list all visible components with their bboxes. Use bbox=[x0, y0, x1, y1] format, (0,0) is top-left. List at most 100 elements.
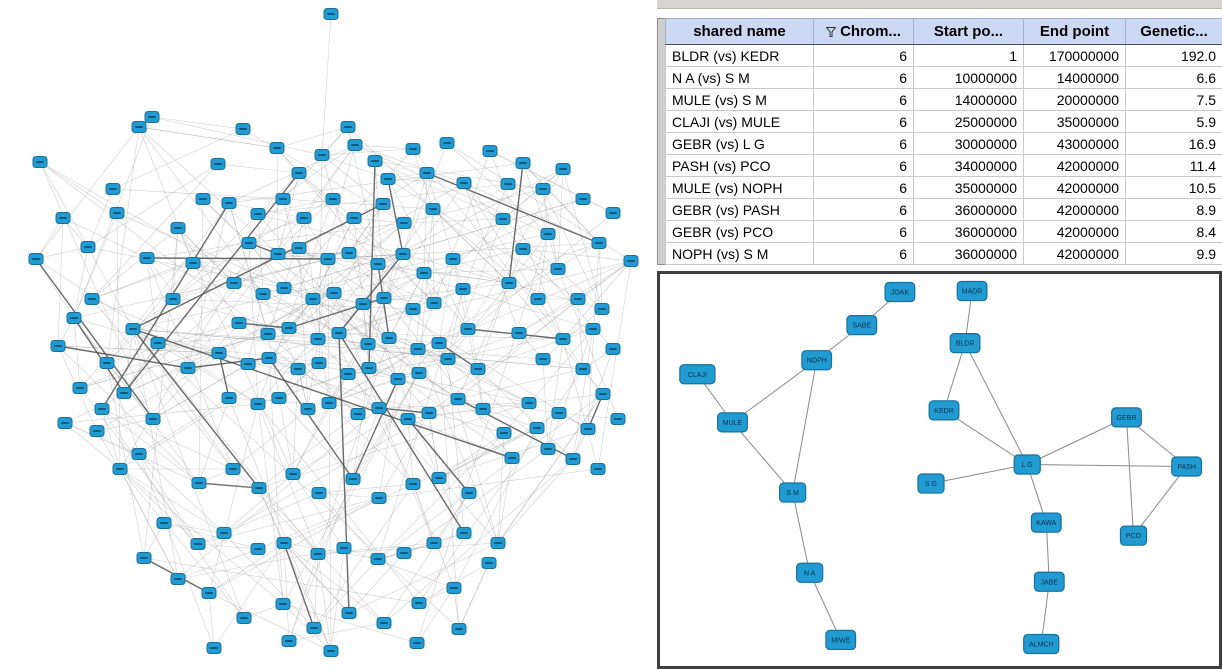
table-row[interactable]: N A (vs) S M 6 10000000 14000000 6.6 bbox=[665, 66, 1222, 89]
network-node[interactable] bbox=[1023, 633, 1060, 655]
network-node[interactable] bbox=[956, 280, 988, 302]
table-cell[interactable]: 9.9 bbox=[1125, 242, 1222, 265]
network-node[interactable] bbox=[679, 364, 716, 385]
table-cell[interactable]: 1 bbox=[913, 44, 1024, 67]
table-row[interactable]: GEBR (vs) PCO 6 36000000 42000000 8.4 bbox=[665, 220, 1222, 243]
table-cell[interactable]: 5.9 bbox=[1125, 110, 1222, 133]
network-edge bbox=[91, 262, 194, 300]
network-node-label: ALMCH bbox=[1029, 641, 1054, 648]
table-cell[interactable]: 34000000 bbox=[913, 154, 1024, 177]
table-cell[interactable]: 170000000 bbox=[1023, 44, 1126, 67]
table-cell[interactable]: 25000000 bbox=[913, 110, 1024, 133]
table-cell[interactable]: 36000000 bbox=[913, 198, 1024, 221]
overview-network-canvas[interactable] bbox=[0, 0, 650, 669]
table-row[interactable]: BLDR (vs) KEDR 6 1 170000000 192.0 bbox=[665, 44, 1222, 67]
table-cell[interactable]: 36000000 bbox=[913, 242, 1024, 265]
table-cell[interactable]: 6.6 bbox=[1125, 66, 1222, 89]
table-cell[interactable]: 6 bbox=[813, 44, 914, 67]
table-cell[interactable]: 14000000 bbox=[1023, 66, 1126, 89]
table-cell[interactable]: 35000000 bbox=[1023, 110, 1126, 133]
column-header-shared-name[interactable]: shared name bbox=[665, 18, 814, 45]
table-row[interactable]: MULE (vs) S M 6 14000000 20000000 7.5 bbox=[665, 88, 1222, 111]
network-node[interactable] bbox=[1013, 454, 1041, 475]
table-cell[interactable]: 192.0 bbox=[1125, 44, 1222, 67]
table-cell[interactable]: 6 bbox=[813, 154, 914, 177]
table-cell[interactable]: 36000000 bbox=[913, 220, 1024, 243]
table-cell[interactable]: 6 bbox=[813, 132, 914, 155]
table-row[interactable]: GEBR (vs) L G 6 30000000 43000000 16.9 bbox=[665, 132, 1222, 155]
table-cell[interactable]: 8.9 bbox=[1125, 198, 1222, 221]
table-cell[interactable]: N A (vs) S M bbox=[665, 66, 814, 89]
network-node[interactable] bbox=[884, 281, 916, 303]
table-cell[interactable]: 6 bbox=[813, 110, 914, 133]
network-edge bbox=[123, 342, 159, 394]
network-node[interactable] bbox=[917, 473, 945, 494]
table-cell[interactable]: GEBR (vs) L G bbox=[665, 132, 814, 155]
network-node[interactable] bbox=[825, 629, 857, 651]
network-node-label bbox=[98, 408, 106, 410]
network-node[interactable] bbox=[796, 562, 824, 583]
table-cell[interactable]: 11.4 bbox=[1125, 154, 1222, 177]
table-cell[interactable]: 16.9 bbox=[1125, 132, 1222, 155]
table-row[interactable]: CLAJI (vs) MULE 6 25000000 35000000 5.9 bbox=[665, 110, 1222, 133]
network-node-label bbox=[404, 418, 412, 420]
column-header-genetic-[interactable]: Genetic... bbox=[1125, 18, 1222, 45]
network-node[interactable] bbox=[846, 315, 878, 336]
table-cell[interactable]: NOPH (vs) S M bbox=[665, 242, 814, 265]
table-cell[interactable]: 8.4 bbox=[1125, 220, 1222, 243]
table-cell[interactable]: 35000000 bbox=[913, 176, 1024, 199]
network-edge bbox=[317, 553, 332, 652]
table-row[interactable]: PASH (vs) PCO 6 34000000 42000000 11.4 bbox=[665, 154, 1222, 177]
filter-icon[interactable] bbox=[826, 27, 837, 37]
table-cell[interactable]: PASH (vs) PCO bbox=[665, 154, 814, 177]
table-cell[interactable]: BLDR (vs) KEDR bbox=[665, 44, 814, 67]
table-cell[interactable]: 20000000 bbox=[1023, 88, 1126, 111]
network-node-label bbox=[384, 178, 392, 180]
table-cell[interactable]: 6 bbox=[813, 88, 914, 111]
network-node[interactable] bbox=[801, 350, 833, 371]
network-node[interactable] bbox=[928, 400, 960, 421]
table-cell[interactable]: MULE (vs) NOPH bbox=[665, 176, 814, 199]
network-node[interactable] bbox=[949, 333, 981, 354]
table-row[interactable]: NOPH (vs) S M 6 36000000 42000000 9.9 bbox=[665, 242, 1222, 265]
network-node[interactable] bbox=[717, 412, 748, 433]
table-cell[interactable]: 42000000 bbox=[1023, 220, 1126, 243]
table-cell[interactable]: 7.5 bbox=[1125, 88, 1222, 111]
table-cell[interactable]: 10000000 bbox=[913, 66, 1024, 89]
network-edge bbox=[35, 246, 89, 260]
network-node[interactable] bbox=[778, 482, 807, 503]
table-cell[interactable]: 10.5 bbox=[1125, 176, 1222, 199]
table-cell[interactable]: CLAJI (vs) MULE bbox=[665, 110, 814, 133]
table-cell[interactable]: 6 bbox=[813, 66, 914, 89]
column-header-end-point[interactable]: End point bbox=[1023, 18, 1126, 45]
table-cell[interactable]: 30000000 bbox=[913, 132, 1024, 155]
table-cell[interactable]: 6 bbox=[813, 220, 914, 243]
network-edge bbox=[428, 412, 440, 479]
table-cell[interactable]: GEBR (vs) PCO bbox=[665, 220, 814, 243]
table-cell[interactable]: 42000000 bbox=[1023, 154, 1126, 177]
network-node[interactable] bbox=[1033, 571, 1065, 592]
table-cell[interactable]: 43000000 bbox=[1023, 132, 1126, 155]
table-cell[interactable]: 42000000 bbox=[1023, 198, 1126, 221]
network-edge bbox=[438, 342, 460, 630]
network-edge bbox=[522, 162, 600, 244]
network-node-label bbox=[594, 468, 602, 470]
column-header-start-po-[interactable]: Start po... bbox=[913, 18, 1024, 45]
network-node[interactable] bbox=[1171, 456, 1203, 477]
table-cell[interactable]: GEBR (vs) PASH bbox=[665, 198, 814, 221]
table-cell[interactable]: 6 bbox=[813, 198, 914, 221]
network-edge bbox=[257, 198, 334, 405]
table-cell[interactable]: 42000000 bbox=[1023, 242, 1126, 265]
table-cell[interactable]: 6 bbox=[813, 242, 914, 265]
table-row[interactable]: GEBR (vs) PASH 6 36000000 42000000 8.9 bbox=[665, 198, 1222, 221]
table-row[interactable]: MULE (vs) NOPH 6 35000000 42000000 10.5 bbox=[665, 176, 1222, 199]
column-header-chrom-[interactable]: Chrom... bbox=[813, 18, 914, 45]
table-cell[interactable]: MULE (vs) S M bbox=[665, 88, 814, 111]
table-cell[interactable]: 42000000 bbox=[1023, 176, 1126, 199]
network-node[interactable] bbox=[1111, 407, 1142, 428]
table-cell[interactable]: 14000000 bbox=[913, 88, 1024, 111]
subnetwork-canvas[interactable]: JOAK MADR SABE NOPH BLDR CLAJI MULE KEDR GEBR L G… bbox=[660, 274, 1219, 666]
network-node[interactable] bbox=[1030, 512, 1062, 533]
table-cell[interactable]: 6 bbox=[813, 176, 914, 199]
network-node[interactable] bbox=[1119, 525, 1148, 546]
